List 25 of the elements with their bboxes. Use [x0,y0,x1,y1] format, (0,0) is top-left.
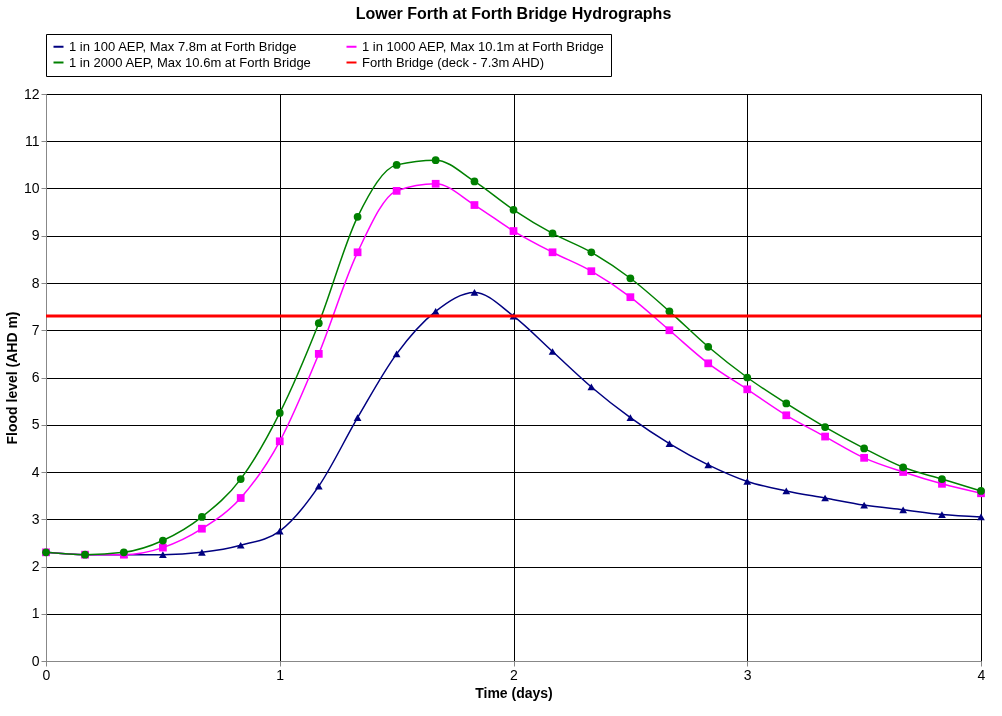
legend-label: 1 in 2000 AEP, Max 10.6m at Forth Bridge [69,54,311,70]
y-tick-label: 3 [31,510,40,527]
chart-title: Lower Forth at Forth Bridge Hydrographs [355,4,672,22]
legend-label: Forth Bridge (deck - 7.3m AHD) [362,54,545,70]
x-axis-title: Time (days) [475,684,553,701]
y-tick-label: 0 [31,652,40,669]
y-tick-label: 5 [31,416,40,433]
y-tick-label: 1 [31,605,40,622]
legend-label: 1 in 100 AEP, Max 7.8m at Forth Bridge [69,38,297,54]
x-tick-label: 3 [743,666,752,683]
y-tick-label: 10 [23,180,40,196]
y-tick-label: 7 [31,321,40,338]
x-tick-label: 1 [276,666,285,683]
y-tick-label: 9 [31,227,40,244]
y-tick-label: 8 [31,274,40,291]
legend-label: 1 in 1000 AEP, Max 10.1m at Forth Bridge [362,38,604,54]
y-tick-label: 2 [31,558,40,574]
x-tick-label: 4 [977,666,986,683]
x-tick-label: 2 [510,666,519,683]
y-tick-label: 12 [23,85,40,102]
y-tick-label: 4 [31,463,40,480]
x-tick-label: 0 [42,666,51,683]
y-tick-label: 11 [24,132,40,149]
y-tick-label: 6 [31,369,40,385]
y-axis-title: Flood level (AHD m) [3,311,20,445]
